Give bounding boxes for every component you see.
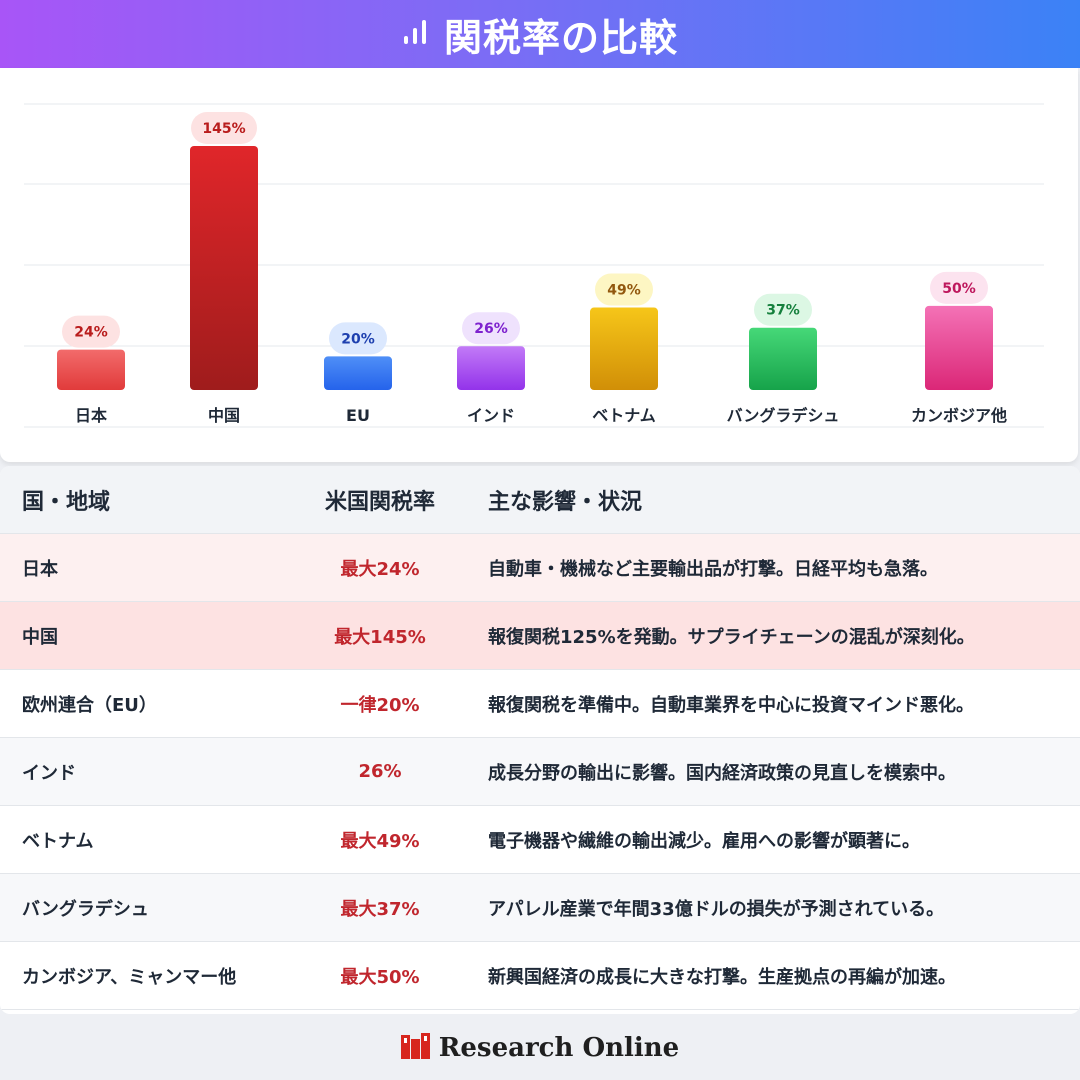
- category-label: ベトナム: [592, 406, 656, 425]
- table-row: 中国 最大145% 報復関税125%を発動。サプライチェーンの混乱が深刻化。: [0, 602, 1080, 670]
- bar-chart-icon: [402, 18, 428, 50]
- table-row: カンボジア、ミャンマー他 最大50% 新興国経済の成長に大きな打撃。生産拠点の再編が…: [0, 942, 1080, 1010]
- bar-chart: 24% 日本 145% 中国 20% EU 26% インド 49% ベトナム 37% バングラデシュ 5…: [24, 103, 1044, 428]
- impact-cell: 報復関税125%を発動。サプライチェーンの混乱が深刻化。: [488, 626, 975, 648]
- brand-name: Research Online: [438, 1033, 680, 1063]
- value-label-pill: [329, 322, 387, 355]
- impact-cell: 自動車・機械など主要輸出品が打撃。日経平均も急落。: [488, 558, 938, 580]
- value-label-pill: [62, 315, 120, 348]
- category-label: 日本: [75, 406, 107, 425]
- impact-cell: アパレル産業で年間33億ドルの損失が予測されている。: [488, 898, 945, 920]
- rate-cell: 26%: [358, 761, 402, 782]
- chart-card: 24% 日本 145% 中国 20% EU 26% インド 49% ベトナム 37% バングラデシュ 5…: [0, 68, 1078, 462]
- header-rate: 米国関税率: [324, 489, 435, 515]
- region-cell: 日本: [22, 558, 58, 580]
- region-cell: ベトナム: [22, 830, 94, 852]
- table-row: 欧州連合（EU） 一律20% 報復関税を準備中。自動車業界を中心に投資マインド悪化。: [0, 670, 1080, 738]
- region-cell: 中国: [22, 626, 58, 648]
- category-label: 中国: [208, 406, 240, 425]
- value-label-pill: [462, 312, 520, 345]
- rate-cell: 最大37%: [340, 898, 420, 920]
- impact-cell: 成長分野の輸出に影響。国内経済政策の見直しを模索中。: [488, 762, 956, 784]
- impact-cell: 電子機器や繊維の輸出減少。雇用への影響が顕著に。: [488, 830, 920, 852]
- footer: Research Online: [0, 1016, 1080, 1080]
- table-row: 日本 最大24% 自動車・機械など主要輸出品が打撃。日経平均も急落。: [0, 534, 1080, 602]
- bar: [925, 305, 993, 390]
- region-cell: バングラデシュ: [22, 898, 149, 920]
- region-cell: 欧州連合（EU）: [22, 694, 157, 716]
- header-impact: 主な影響・状況: [488, 489, 643, 515]
- category-label: インド: [467, 406, 515, 425]
- region-cell: インド: [22, 762, 76, 784]
- tariff-table: 国・地域 米国関税率 主な影響・状況 日本 最大24% 自動車・機械など主要輸出品が…: [0, 466, 1080, 1014]
- table-row: インド 26% 成長分野の輸出に影響。国内経済政策の見直しを模索中。: [0, 738, 1080, 806]
- impact-cell: 報復関税を準備中。自動車業界を中心に投資マインド悪化。: [488, 694, 974, 716]
- value-label-pill: [754, 293, 812, 326]
- rate-cell: 最大50%: [340, 966, 420, 988]
- data-label: 24%: [74, 325, 108, 341]
- bar: [190, 146, 258, 390]
- value-label-pill: [191, 112, 257, 144]
- rate-cell: 最大24%: [340, 558, 420, 580]
- bar: [324, 356, 392, 390]
- bar: [749, 327, 817, 390]
- rate-cell: 最大145%: [334, 626, 426, 648]
- value-label-pill: [595, 273, 653, 306]
- region-cell: カンボジア、ミャンマー他: [22, 966, 237, 988]
- research-online-logo: [400, 1033, 431, 1063]
- table-row: バングラデシュ 最大37% アパレル産業で年間33億ドルの損失が予測されている。: [0, 874, 1080, 942]
- data-label: 26%: [474, 321, 508, 337]
- data-label: 49%: [607, 283, 641, 299]
- category-label: バングラデシュ: [727, 406, 840, 425]
- data-label: 50%: [942, 281, 976, 297]
- bar: [590, 307, 658, 390]
- data-label: 145%: [202, 121, 245, 137]
- header-banner: 関税率の比較: [0, 0, 1080, 68]
- rate-cell: 一律20%: [340, 694, 420, 716]
- category-label: EU: [346, 406, 370, 425]
- rate-cell: 最大49%: [340, 830, 420, 852]
- data-label: 20%: [341, 331, 375, 347]
- data-label: 37%: [766, 303, 800, 319]
- table-header-row: 国・地域 米国関税率 主な影響・状況: [0, 466, 1080, 534]
- bar: [57, 349, 125, 390]
- category-label: カンボジア他: [911, 406, 1007, 425]
- impact-cell: 新興国経済の成長に大きな打撃。生産拠点の再編が加速。: [488, 966, 956, 988]
- bar: [457, 346, 525, 390]
- page-title: 関税率の比較: [443, 15, 678, 60]
- table-row: ベトナム 最大49% 電子機器や繊維の輸出減少。雇用への影響が顕著に。: [0, 806, 1080, 874]
- header-region: 国・地域: [22, 489, 111, 515]
- value-label-pill: [930, 271, 988, 304]
